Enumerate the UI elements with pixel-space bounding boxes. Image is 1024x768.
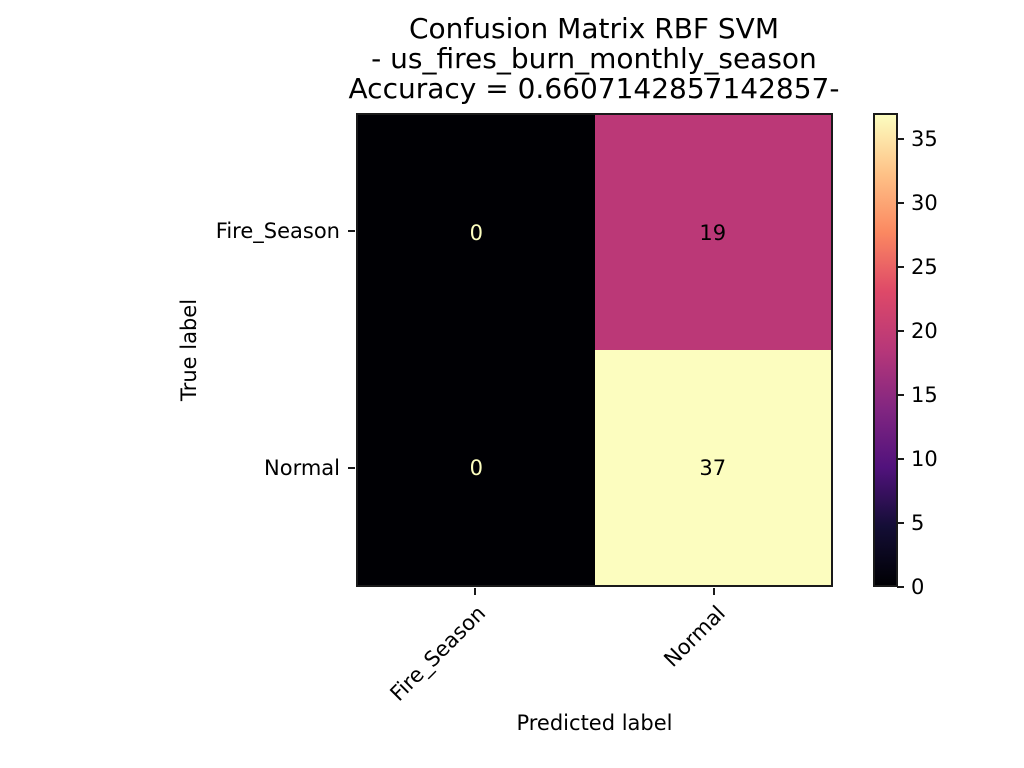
x-tick-mark: [713, 588, 715, 595]
colorbar-tick-mark: [897, 265, 904, 268]
colorbar-tick-mark: [897, 393, 904, 396]
colorbar-tick-label: 0: [911, 575, 925, 599]
y-tick-mark: [348, 467, 355, 469]
chart-title: Confusion Matrix RBF SVM - us_fires_burn…: [94, 14, 1024, 104]
matrix-cell-r1c0: 0: [358, 350, 595, 585]
colorbar-tick-label: 20: [911, 318, 938, 343]
colorbar-tick-mark: [897, 329, 904, 332]
chart-title-line-1: Confusion Matrix RBF SVM: [409, 12, 779, 45]
matrix-cell-r0c1: 19: [594, 115, 831, 350]
y-tick-label-normal: Normal: [264, 456, 340, 480]
colorbar-gradient: [873, 113, 898, 587]
y-tick-label-fire-season: Fire_Season: [215, 219, 340, 243]
matrix-cell-r1c1: 37: [594, 350, 831, 585]
colorbar-tick-label: 25: [911, 254, 938, 279]
colorbar-tick-mark: [897, 586, 904, 588]
chart-title-line-3: Accuracy = 0.6607142857142857-: [348, 72, 840, 105]
x-axis-title: Predicted label: [516, 711, 673, 735]
colorbar-tick-label: 30: [911, 190, 938, 215]
matrix-cell-r0c0: 0: [358, 115, 595, 350]
x-tick-label-fire-season: Fire_Season: [385, 601, 490, 706]
y-tick-mark: [348, 230, 355, 232]
matrix-cell-value: 0: [469, 455, 483, 480]
x-tick-mark: [474, 588, 476, 595]
colorbar-tick-label: 35: [911, 126, 938, 151]
x-tick-label-normal: Normal: [659, 601, 730, 672]
colorbar-tick-label: 5: [911, 510, 925, 535]
colorbar-tick-mark: [897, 137, 904, 140]
colorbar-tick-label: 15: [911, 382, 938, 407]
y-axis-title: True label: [177, 298, 201, 402]
colorbar-tick-mark: [897, 521, 904, 524]
chart-title-line-2: - us_fires_burn_monthly_season: [371, 42, 817, 75]
matrix-cell-value: 37: [699, 455, 727, 480]
colorbar-tick-label: 10: [911, 446, 938, 471]
colorbar-tick-mark: [897, 201, 904, 204]
heatmap-plot-area: 0 19 0 37: [356, 113, 833, 587]
matrix-cell-value: 0: [469, 220, 483, 245]
colorbar-axis: 0 5 10 15 20 25 30 35: [897, 113, 977, 599]
matrix-cell-value: 19: [699, 220, 727, 245]
colorbar-tick-mark: [897, 457, 904, 460]
